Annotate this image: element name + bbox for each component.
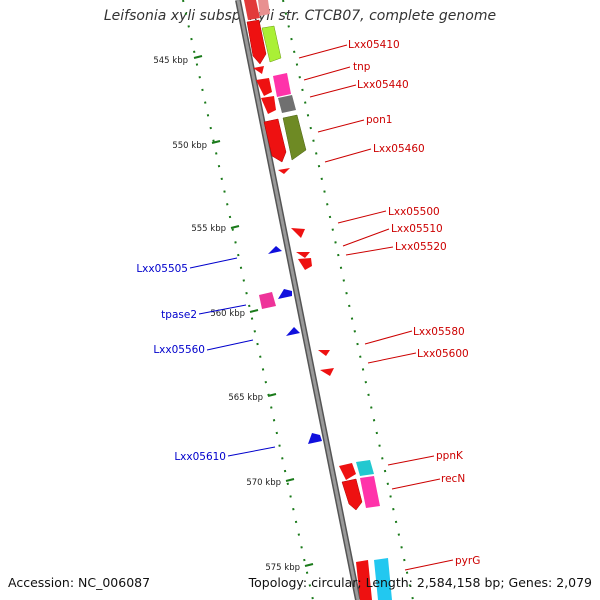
gene-feature — [278, 289, 292, 299]
backbone — [235, 0, 361, 600]
tick-555 — [230, 225, 240, 229]
gene-feature — [273, 73, 291, 97]
gene-feature — [356, 560, 372, 600]
tick-label: 570 kbp — [246, 478, 281, 488]
tick-label: 545 kbp — [153, 56, 188, 66]
gene-feature — [320, 368, 334, 376]
tick-545 — [193, 55, 203, 59]
gene-label-ppnK[interactable]: ppnK — [436, 450, 464, 462]
gene-label-Lxx05440[interactable]: Lxx05440 — [357, 79, 409, 91]
gene-feature — [259, 292, 276, 309]
reverse-labels: Lxx05505 tpase2 Lxx05560 Lxx05610 — [136, 263, 226, 463]
gene-label-tnp[interactable]: tnp — [353, 61, 371, 73]
gene-feature — [341, 478, 363, 511]
gene-feature — [263, 118, 287, 163]
gene-features — [244, 0, 392, 600]
gene-label-Lxx05510[interactable]: Lxx05510 — [391, 223, 443, 235]
tick-labels: 545 kbp 550 kbp 555 kbp 560 kbp 565 kbp … — [153, 56, 300, 573]
tick-560 — [249, 309, 259, 313]
tick-565 — [267, 393, 277, 397]
gene-feature — [253, 66, 264, 74]
gene-label-Lxx05520[interactable]: Lxx05520 — [395, 241, 447, 253]
genome-stats: Topology: circular; Length: 2,584,158 bp… — [248, 575, 592, 590]
gene-feature — [291, 228, 305, 238]
gene-feature — [298, 258, 312, 270]
gene-feature — [296, 252, 310, 258]
tick-575 — [304, 563, 314, 567]
gene-label-Lxx05580[interactable]: Lxx05580 — [413, 326, 465, 338]
gene-feature — [268, 246, 282, 254]
gene-label-recN[interactable]: recN — [441, 473, 465, 485]
map-title: Leifsonia xyli subsp. xyli str. CTCB07, … — [103, 8, 497, 24]
gene-feature — [256, 78, 272, 96]
tick-label: 560 kbp — [210, 309, 245, 319]
gene-label-Lxx05505[interactable]: Lxx05505 — [136, 263, 188, 275]
gene-label-Lxx05500[interactable]: Lxx05500 — [388, 206, 440, 218]
tick-label: 550 kbp — [172, 141, 207, 151]
reverse-leaders — [189, 257, 276, 457]
tick-label: 565 kbp — [228, 393, 263, 403]
gene-feature — [261, 96, 276, 114]
gene-feature — [318, 350, 330, 356]
gene-feature — [356, 460, 374, 476]
gene-feature — [339, 463, 356, 480]
gene-feature — [278, 95, 296, 113]
tick-550 — [211, 140, 221, 144]
gene-feature — [360, 476, 380, 508]
accession-label: Accession: NC_006087 — [8, 575, 151, 590]
gene-feature — [286, 327, 300, 336]
gene-label-Lxx05600[interactable]: Lxx05600 — [417, 348, 469, 360]
gene-label-pon1[interactable]: pon1 — [366, 114, 392, 126]
gene-label-Lxx05460[interactable]: Lxx05460 — [373, 143, 425, 155]
gene-label-Lxx05610[interactable]: Lxx05610 — [174, 451, 226, 463]
tick-label: 575 kbp — [265, 563, 300, 573]
tick-570 — [285, 478, 295, 482]
gene-feature — [261, 25, 282, 63]
gene-feature — [246, 19, 267, 65]
forward-labels: Lxx05410 tnp Lxx05440 pon1 Lxx05460 Lxx0… — [348, 39, 480, 567]
gene-feature — [282, 114, 307, 161]
gene-feature — [258, 0, 270, 16]
gene-label-pyrG[interactable]: pyrG — [455, 555, 480, 567]
inner-ring — [182, 0, 314, 600]
tick-marks — [193, 55, 314, 567]
gene-label-tpase2[interactable]: tpase2 — [161, 309, 197, 321]
gene-label-Lxx05410[interactable]: Lxx05410 — [348, 39, 400, 51]
gene-label-Lxx05560[interactable]: Lxx05560 — [153, 344, 205, 356]
gene-feature — [374, 558, 392, 600]
gene-feature — [244, 0, 260, 20]
tick-label: 555 kbp — [191, 224, 226, 234]
gene-feature — [278, 168, 290, 174]
forward-leaders — [298, 44, 454, 571]
gene-feature — [308, 433, 322, 444]
